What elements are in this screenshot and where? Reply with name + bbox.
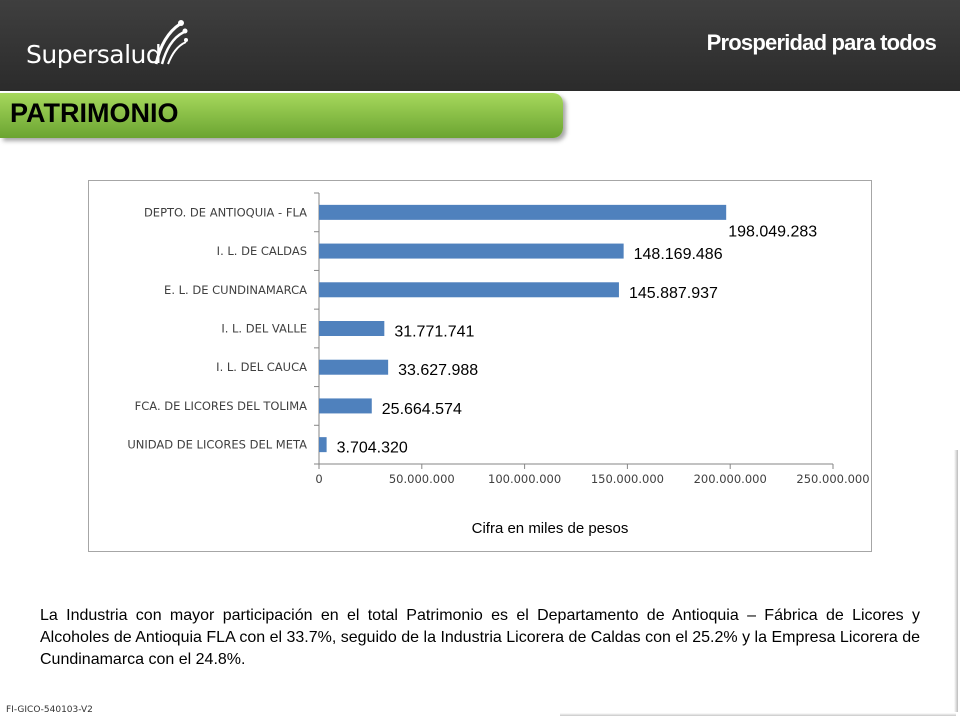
title-bar: PATRIMONIO xyxy=(0,93,563,138)
category-label: E. L. DE CUNDINAMARCA xyxy=(164,283,307,297)
data-label: 33.627.988 xyxy=(398,362,478,379)
category-label: I. L. DE CALDAS xyxy=(217,244,307,258)
bar xyxy=(319,243,624,259)
bar xyxy=(319,437,327,453)
data-label: 3.704.320 xyxy=(337,440,408,457)
x-tick-label: 0 xyxy=(315,472,322,486)
data-label: 145.887.937 xyxy=(629,285,718,302)
bar xyxy=(319,359,389,375)
x-tick-label: 50.000.000 xyxy=(389,472,455,486)
chart-caption: La Industria con mayor participación en … xyxy=(40,607,920,668)
data-label: 198.049.283 xyxy=(728,223,817,240)
header-bar: Supersalud Prosperidad para todos xyxy=(0,0,960,91)
page-edge-shadow xyxy=(954,450,958,712)
supersalud-logo: Supersalud xyxy=(26,40,162,69)
supersalud-swirl-icon xyxy=(154,20,188,65)
page-bottom-shadow xyxy=(560,713,956,716)
category-label: UNIDAD DE LICORES DEL META xyxy=(127,438,307,452)
bar xyxy=(319,204,727,220)
page-title: PATRIMONIO xyxy=(10,98,179,128)
category-label: I. L. DEL CAUCA xyxy=(216,360,307,374)
x-tick-label: 150.000.000 xyxy=(591,472,664,486)
footer-code: FI-GICO-540103-V2 xyxy=(6,705,93,715)
chart-frame: 0 50.000.000 100.000.000 150.000.000 200.000… xyxy=(88,180,872,552)
data-label: 31.771.741 xyxy=(394,324,474,341)
data-label: 25.664.574 xyxy=(382,401,462,418)
x-tick-label: 200.000.000 xyxy=(694,472,767,486)
x-tick-label: 100.000.000 xyxy=(488,472,561,486)
category-label: I. L. DEL VALLE xyxy=(221,322,307,336)
bar xyxy=(319,282,619,298)
bar xyxy=(319,321,385,336)
prosperidad-logo: Prosperidad para todos xyxy=(706,30,937,55)
category-label: DEPTO. DE ANTIOQUIA - FLA xyxy=(144,205,307,219)
bar xyxy=(319,398,372,414)
patrimonio-bar-chart: 0 50.000.000 100.000.000 150.000.000 200.000… xyxy=(127,192,870,537)
category-label: FCA. DE LICORES DEL TOLIMA xyxy=(135,399,307,413)
x-tick-label: 250.000.000 xyxy=(796,472,869,486)
data-label: 148.169.486 xyxy=(634,246,723,263)
x-axis-title: Cifra en miles de pesos xyxy=(472,520,629,537)
